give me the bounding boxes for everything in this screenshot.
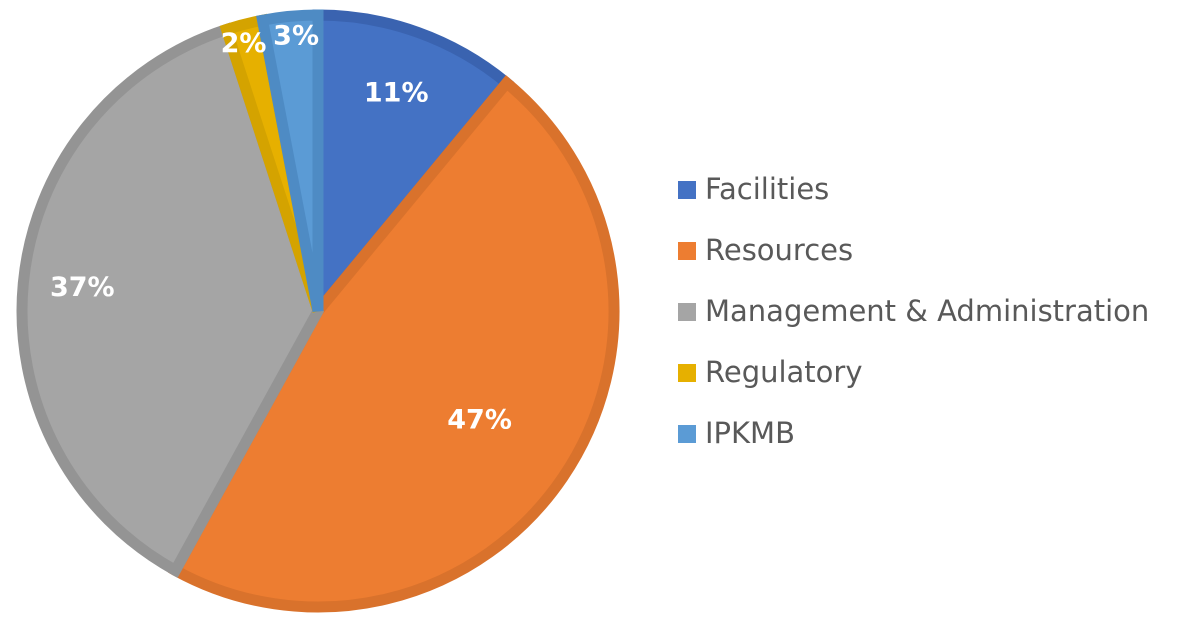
legend-label-facilities: Facilities [705,172,829,206]
legend-swatch-management-administration [678,303,696,321]
pie-slice-ipkmb [256,9,324,313]
data-label-regulatory: 2% [221,28,267,59]
legend-swatch-facilities [678,181,696,199]
pie-slice-management-administration [16,22,324,578]
pie-slices [16,9,620,613]
pie-slice-facilities [312,9,515,327]
legend-swatch-regulatory [678,364,696,382]
data-label-facilities: 11% [364,77,429,108]
data-label-ipkmb: 3% [273,20,319,51]
legend-swatch-resources [678,242,696,260]
legend-label-ipkmb: IPKMB [705,416,795,450]
legend-label-regulatory: Regulatory [705,355,863,389]
pie-slice-resources [167,75,620,613]
pie-data-labels: 11% 47% 37% 2% 3% [50,20,512,435]
legend-swatch-ipkmb [678,425,696,443]
data-label-management-administration: 37% [50,272,115,303]
chart-legend: Facilities Resources Management & Administ… [678,172,1149,450]
data-label-resources: 47% [447,404,512,435]
legend-label-resources: Resources [705,233,853,267]
legend-label-management-administration: Management & Administration [705,294,1149,328]
